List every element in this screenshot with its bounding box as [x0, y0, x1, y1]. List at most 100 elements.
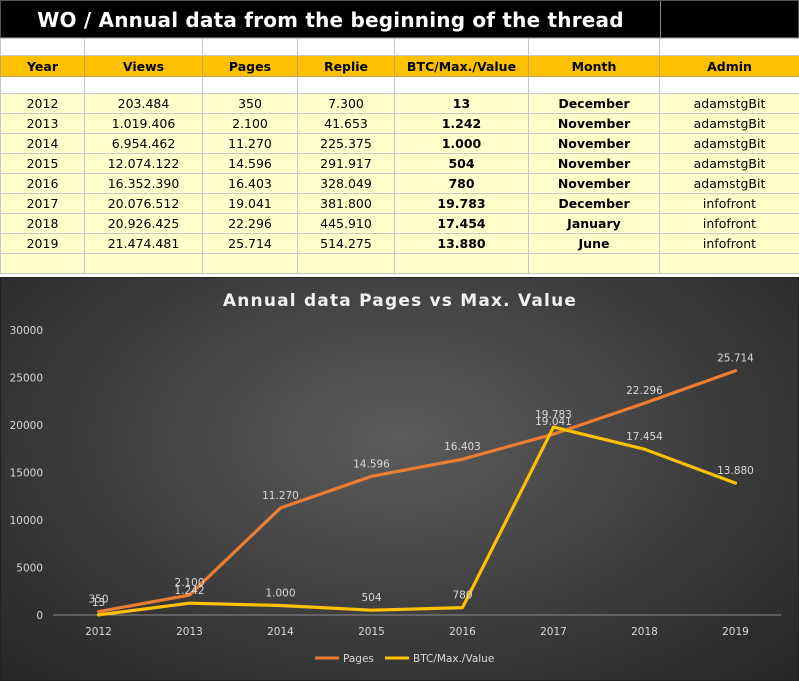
- blank-row: [0, 253, 799, 274]
- cell-admin: adamstgBit: [659, 173, 799, 194]
- table-row: 2018 20.926.425 22.296 445.910 17.454 January…: [0, 213, 799, 234]
- cell-admin: infofront: [659, 193, 799, 214]
- x-tick-label: 2012: [85, 626, 112, 638]
- cell-views: 16.352.390: [84, 173, 203, 194]
- y-tick-label: 10000: [10, 515, 43, 527]
- data-label: 504: [361, 592, 381, 604]
- cell-admin: adamstgBit: [659, 133, 799, 154]
- cell-views: 20.926.425: [84, 213, 203, 234]
- header-month: Month: [528, 55, 660, 77]
- header-admin: Admin: [659, 55, 799, 77]
- cell-btc-value: 13.880: [394, 233, 529, 254]
- cell-views: 1.019.406: [84, 113, 203, 134]
- cell-replies: 445.910: [297, 213, 395, 234]
- cell-btc-value: 1.000: [394, 133, 529, 154]
- cell-month: June: [528, 233, 660, 254]
- cell-pages: 350: [202, 93, 298, 114]
- data-label: 2.100: [174, 577, 204, 589]
- y-tick-label: 0: [36, 610, 43, 622]
- data-label: 14.596: [353, 458, 390, 470]
- title-bar: WO / Annual data from the beginning of t…: [0, 0, 799, 39]
- header-replies: Replie: [297, 55, 395, 77]
- data-label: 25.714: [717, 353, 754, 365]
- title-empty-cell: [661, 1, 799, 39]
- table-row: 2013 1.019.406 2.100 41.653 1.242 November ada…: [0, 113, 799, 134]
- cell-year: 2012: [0, 93, 85, 114]
- y-tick-label: 30000: [10, 325, 43, 337]
- cell-admin: infofront: [659, 213, 799, 234]
- cell-replies: 41.653: [297, 113, 395, 134]
- table-row: 2017 20.076.512 19.041 381.800 19.783 Decembe…: [0, 193, 799, 214]
- table-row: 2012 203.484 350 7.300 13 December adamstgBit: [0, 93, 799, 114]
- cell-month: November: [528, 133, 660, 154]
- cell-year: 2013: [0, 113, 85, 134]
- cell-year: 2019: [0, 233, 85, 254]
- table-row: 2014 6.954.462 11.270 225.375 1.000 November a…: [0, 133, 799, 154]
- y-tick-label: 25000: [10, 373, 43, 385]
- legend-entry: BTC/Max./Value: [413, 653, 494, 665]
- y-axis: 0 5000 10000 15000 20000 25000 30000: [10, 325, 43, 622]
- cell-pages: 2.100: [202, 113, 298, 134]
- header-btc: BTC/Max./Value: [394, 55, 529, 77]
- data-label: 350: [88, 594, 108, 606]
- cell-replies: 514.275: [297, 233, 395, 254]
- data-label: 19.783: [535, 409, 572, 421]
- y-tick-label: 20000: [10, 420, 43, 432]
- cell-views: 12.074.122: [84, 153, 203, 174]
- series-line-pages: [96, 369, 738, 614]
- series-line-btc-max-value: [96, 425, 738, 617]
- blank-row: [0, 38, 799, 56]
- data-label: 13: [92, 597, 105, 609]
- cell-pages: 19.041: [202, 193, 298, 214]
- blank-row: [0, 76, 799, 94]
- cell-pages: 11.270: [202, 133, 298, 154]
- legend: Pages BTC/Max./Value: [315, 653, 494, 665]
- cell-replies: 381.800: [297, 193, 395, 214]
- page-title: WO / Annual data from the beginning of t…: [1, 1, 661, 39]
- data-label: 17.454: [626, 431, 663, 443]
- cell-admin: infofront: [659, 233, 799, 254]
- table-header-row: Year Views Pages Replie BTC/Max./Value M…: [0, 55, 799, 77]
- data-labels: 350 2.100 11.270 14.596 16.403 19.041 22.296 25…: [88, 353, 754, 609]
- cell-pages: 22.296: [202, 213, 298, 234]
- cell-replies: 7.300: [297, 93, 395, 114]
- cell-month: November: [528, 153, 660, 174]
- data-label: 11.270: [262, 490, 299, 502]
- cell-month: November: [528, 113, 660, 134]
- cell-btc-value: 504: [394, 153, 529, 174]
- chart-title: Annual data Pages vs Max. Value: [223, 291, 577, 311]
- legend-entry: Pages: [343, 653, 374, 665]
- data-label: 1.242: [174, 585, 204, 597]
- x-tick-label: 2014: [267, 626, 294, 638]
- cell-admin: adamstgBit: [659, 113, 799, 134]
- cell-views: 21.474.481: [84, 233, 203, 254]
- data-label: 780: [452, 590, 472, 602]
- header-year: Year: [0, 55, 85, 77]
- y-tick-label: 15000: [10, 468, 43, 480]
- cell-year: 2016: [0, 173, 85, 194]
- cell-pages: 14.596: [202, 153, 298, 174]
- x-tick-label: 2015: [358, 626, 385, 638]
- cell-month: December: [528, 193, 660, 214]
- x-tick-label: 2019: [722, 626, 749, 638]
- chart-panel: Annual data Pages vs Max. Value 0 5000 100…: [0, 277, 799, 681]
- cell-admin: adamstgBit: [659, 153, 799, 174]
- cell-pages: 16.403: [202, 173, 298, 194]
- x-axis: 2012 2013 2014 2015 2016 2017 2018 2019: [53, 614, 781, 638]
- data-label: 16.403: [444, 441, 481, 453]
- cell-admin: adamstgBit: [659, 93, 799, 114]
- table-row: 2016 16.352.390 16.403 328.049 780 November ad…: [0, 173, 799, 194]
- cell-pages: 25.714: [202, 233, 298, 254]
- cell-views: 20.076.512: [84, 193, 203, 214]
- table-row: 2015 12.074.122 14.596 291.917 504 November ad…: [0, 153, 799, 174]
- header-pages: Pages: [202, 55, 298, 77]
- header-views: Views: [84, 55, 203, 77]
- table-row: 2019 21.474.481 25.714 514.275 13.880 June inf…: [0, 233, 799, 254]
- cell-year: 2017: [0, 193, 85, 214]
- x-tick-label: 2013: [176, 626, 203, 638]
- cell-btc-value: 19.783: [394, 193, 529, 214]
- cell-btc-value: 780: [394, 173, 529, 194]
- data-label: 13.880: [717, 465, 754, 477]
- cell-year: 2015: [0, 153, 85, 174]
- cell-replies: 225.375: [297, 133, 395, 154]
